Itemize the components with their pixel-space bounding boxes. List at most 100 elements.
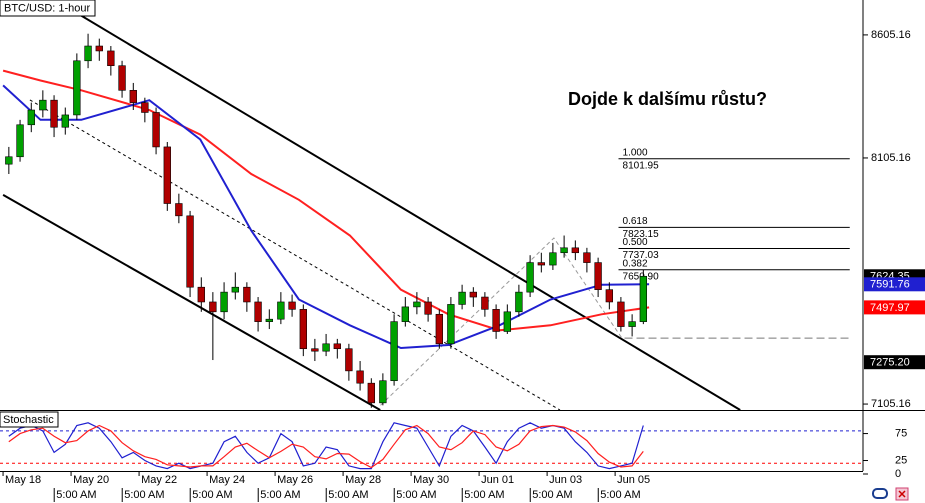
x-tick-label: 5:00 AM bbox=[396, 489, 436, 501]
candle-body bbox=[367, 382, 375, 404]
stochastic-line bbox=[8, 424, 644, 469]
candle-body bbox=[560, 247, 568, 254]
toolbar-icons[interactable] bbox=[872, 487, 909, 501]
candle-body bbox=[322, 343, 330, 352]
candle-body bbox=[481, 296, 489, 310]
candle-body bbox=[333, 343, 341, 350]
swing-line bbox=[380, 237, 623, 406]
chart-title: BTC/USD: 1-hour bbox=[4, 2, 91, 14]
candle-body bbox=[413, 301, 421, 308]
fib-ratio: 0.618 bbox=[623, 216, 648, 227]
y-tick-label: 8105.16 bbox=[871, 152, 911, 164]
candle-body bbox=[492, 309, 500, 332]
candle-body bbox=[401, 306, 409, 322]
x-tick-label: 5:00 AM bbox=[260, 489, 300, 501]
candle-body bbox=[129, 90, 137, 103]
y-tick-label: 8605.16 bbox=[871, 29, 911, 41]
candle-body bbox=[84, 45, 92, 62]
channel-line bbox=[54, 0, 741, 410]
candle-body bbox=[469, 291, 477, 298]
candle-body bbox=[50, 99, 58, 128]
x-tick-label: May 20 bbox=[73, 474, 109, 486]
candle-body bbox=[220, 291, 228, 313]
x-tick-label: May 28 bbox=[345, 474, 381, 486]
candle-body bbox=[5, 156, 13, 165]
candle-body bbox=[95, 45, 103, 52]
candle-body bbox=[515, 291, 523, 313]
candle-body bbox=[571, 247, 579, 254]
x-tick-label: Jun 01 bbox=[481, 474, 514, 486]
x-tick-label: May 24 bbox=[209, 474, 245, 486]
candle-body bbox=[379, 380, 387, 404]
fib-ratio: 0.500 bbox=[623, 237, 648, 248]
candle-body bbox=[424, 301, 432, 315]
price-marker-label: 7275.20 bbox=[870, 357, 910, 369]
candle-body bbox=[243, 286, 251, 303]
x-tick-label: 5:00 AM bbox=[56, 489, 96, 501]
candle-body bbox=[141, 102, 149, 113]
fib-ratio: 0.382 bbox=[623, 258, 648, 269]
candle-body bbox=[594, 262, 602, 290]
annotation: Dojde k dalšímu růstu? bbox=[568, 89, 767, 109]
candle-body bbox=[152, 112, 160, 148]
candle-body bbox=[231, 286, 239, 293]
x-tick-label: 5:00 AM bbox=[328, 489, 368, 501]
x-tick-label: 5:00 AM bbox=[532, 489, 572, 501]
candle-body bbox=[639, 275, 648, 322]
candle-body bbox=[605, 289, 614, 303]
candle-body bbox=[447, 304, 455, 345]
candle-body bbox=[254, 301, 262, 322]
candle-body bbox=[39, 99, 47, 111]
stochastic-tick-label: 25 bbox=[895, 454, 907, 466]
channel-line bbox=[2, 194, 381, 410]
price-marker-label: 7591.76 bbox=[870, 279, 910, 291]
candle-body bbox=[549, 252, 557, 266]
candle-body bbox=[16, 124, 24, 158]
candle-body bbox=[356, 370, 364, 384]
price-marker bbox=[864, 355, 925, 370]
stochastic-line bbox=[8, 422, 644, 470]
x-tick-label: 5:00 AM bbox=[600, 489, 640, 501]
stochastic-title: Stochastic bbox=[3, 414, 54, 426]
stochastic-tick-label: 0 bbox=[895, 468, 901, 480]
candle-body bbox=[163, 146, 171, 204]
title-box bbox=[0, 0, 96, 17]
stochastic-tick-label: 75 bbox=[895, 427, 907, 439]
close-icon-stroke bbox=[898, 490, 906, 498]
candle-body bbox=[311, 348, 319, 352]
channel-line bbox=[29, 99, 561, 410]
candle-body bbox=[628, 321, 636, 327]
x-tick-label: Jun 03 bbox=[549, 474, 582, 486]
link-icon[interactable] bbox=[872, 488, 888, 499]
x-tick-label: Jun 05 bbox=[617, 474, 650, 486]
candle-body bbox=[503, 311, 511, 332]
candle-body bbox=[197, 286, 205, 303]
candle-body bbox=[61, 114, 69, 128]
candle-body bbox=[175, 203, 183, 217]
candle-body bbox=[537, 262, 545, 266]
x-tick-label: May 26 bbox=[277, 474, 313, 486]
stochastic-title-box bbox=[0, 411, 59, 428]
x-tick-label: May 30 bbox=[413, 474, 449, 486]
price-marker bbox=[864, 300, 925, 315]
stochastic-panel bbox=[0, 422, 863, 470]
fib-price: 7823.15 bbox=[623, 229, 660, 240]
fib-price: 8101.95 bbox=[623, 160, 660, 171]
candle-body bbox=[583, 252, 591, 263]
x-tick-label: May 18 bbox=[5, 474, 41, 486]
candle-body bbox=[345, 348, 353, 372]
fib-ratio: 1.000 bbox=[623, 147, 648, 158]
candle-body bbox=[288, 301, 296, 310]
candle-body bbox=[458, 291, 466, 305]
candle-body bbox=[265, 318, 273, 322]
moving-average bbox=[2, 69, 650, 332]
fib-price: 7737.03 bbox=[623, 250, 660, 261]
candle-body bbox=[526, 262, 534, 293]
x-tick-label: 5:00 AM bbox=[124, 489, 164, 501]
candle-body bbox=[277, 301, 285, 320]
candle-body bbox=[299, 309, 307, 350]
candle-body bbox=[209, 301, 217, 313]
